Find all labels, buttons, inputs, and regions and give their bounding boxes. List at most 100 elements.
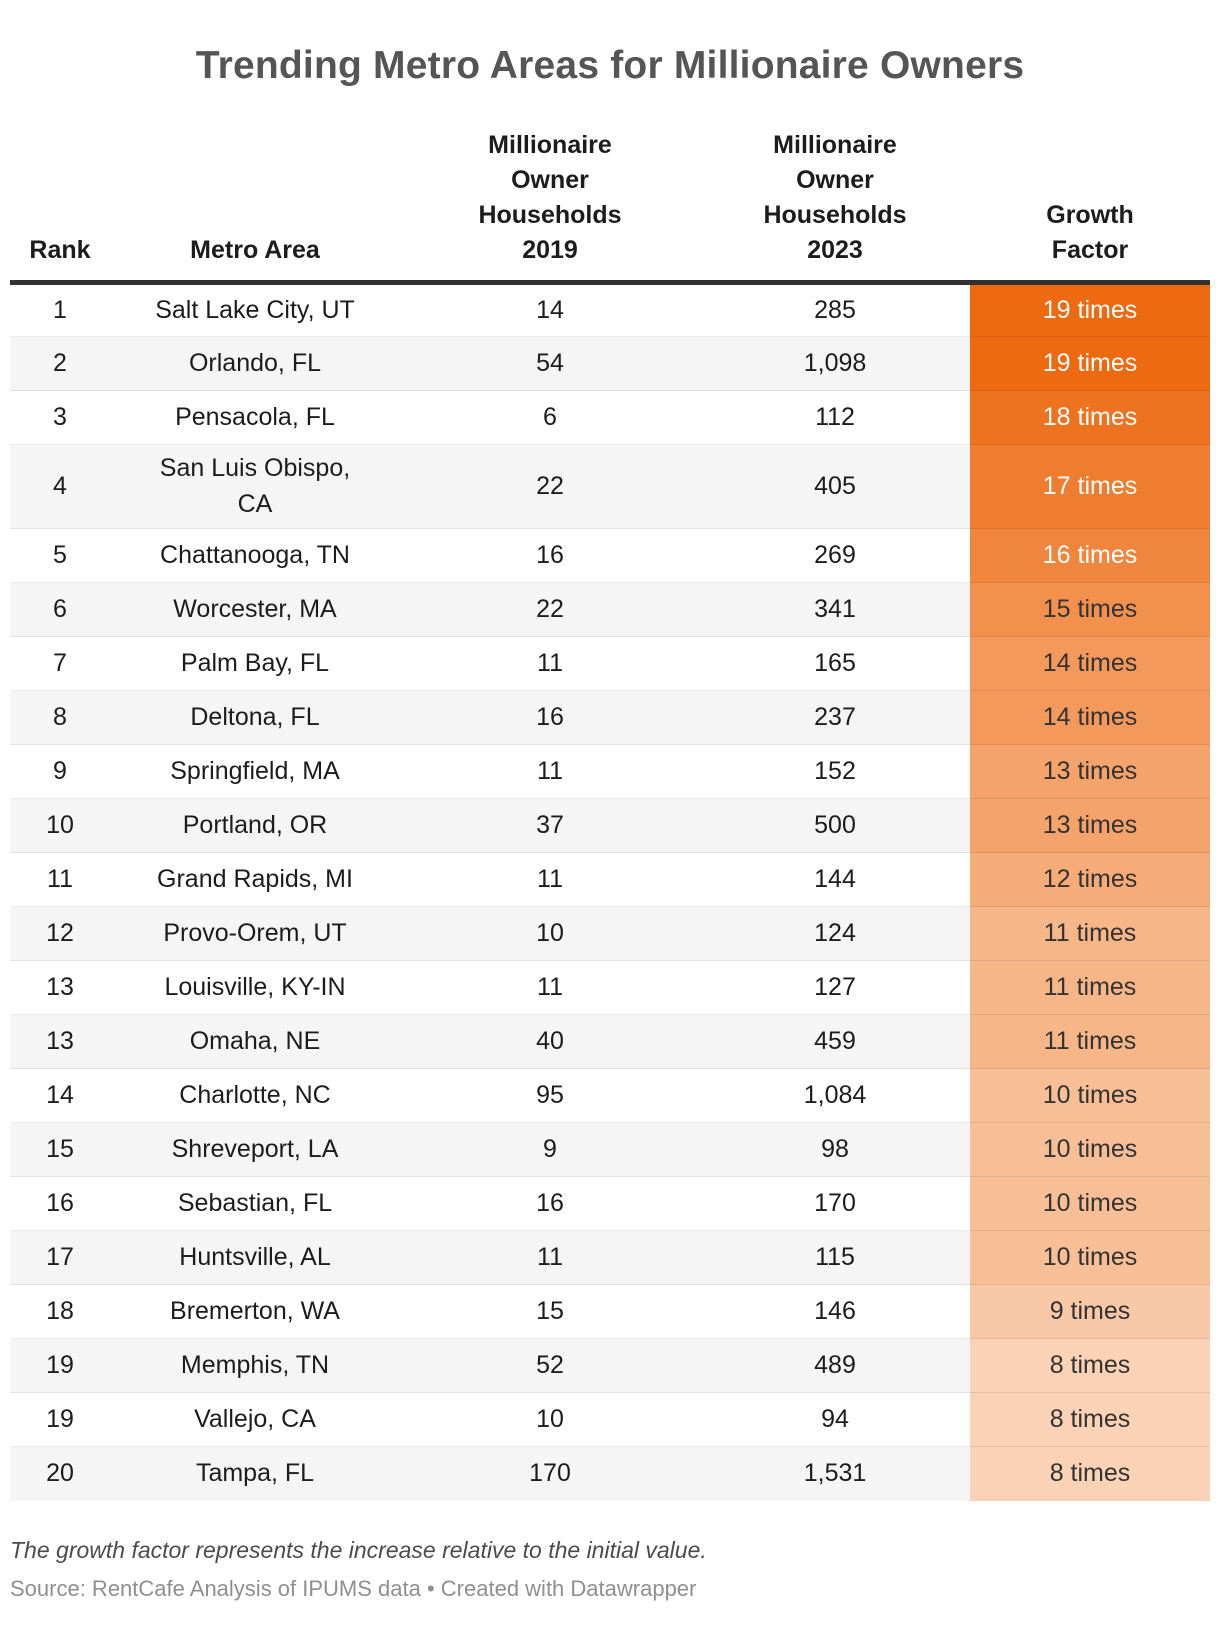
hh2019-cell: 10: [400, 1392, 700, 1447]
table-row: 13 Louisville, KY-IN 11 127 11 times: [10, 960, 1210, 1015]
metro-cell: Memphis, TN: [110, 1338, 400, 1393]
hh2019-cell: 95: [400, 1068, 700, 1123]
hh2023-cell: 144: [700, 852, 970, 907]
hh2023-cell: 1,098: [700, 336, 970, 391]
rank-cell: 3: [10, 390, 110, 445]
hh2023-cell: 98: [700, 1122, 970, 1177]
metro-cell: Charlotte, NC: [110, 1068, 400, 1123]
metro-cell: Grand Rapids, MI: [110, 852, 400, 907]
growth-cell: 19 times: [970, 282, 1210, 337]
metro-cell: Louisville, KY-IN: [110, 960, 400, 1015]
metro-cell: Springfield, MA: [110, 744, 400, 799]
hh2023-cell: 1,531: [700, 1446, 970, 1501]
metro-cell: Palm Bay, FL: [110, 636, 400, 691]
metro-cell: Vallejo, CA: [110, 1392, 400, 1447]
hh2019-cell: 6: [400, 390, 700, 445]
hh2023-cell: 152: [700, 744, 970, 799]
hh2019-cell: 22: [400, 582, 700, 637]
millionaire-metro-table: Rank Metro Area Millionaire Owner Househ…: [10, 128, 1210, 1501]
metro-cell: Chattanooga, TN: [110, 528, 400, 583]
hh2023-cell: 165: [700, 636, 970, 691]
hh2019-cell: 16: [400, 1176, 700, 1231]
hh2023-cell: 489: [700, 1338, 970, 1393]
hh2023-cell: 94: [700, 1392, 970, 1447]
rank-cell: 7: [10, 636, 110, 691]
hh2023-cell: 237: [700, 690, 970, 745]
hh2023-cell: 146: [700, 1284, 970, 1339]
table-row: 14 Charlotte, NC 95 1,084 10 times: [10, 1068, 1210, 1123]
hh2023-cell: 127: [700, 960, 970, 1015]
rank-cell: 12: [10, 906, 110, 961]
rank-cell: 14: [10, 1068, 110, 1123]
rank-cell: 13: [10, 1014, 110, 1069]
growth-cell: 19 times: [970, 336, 1210, 391]
metro-cell: Deltona, FL: [110, 690, 400, 745]
table-row: 17 Huntsville, AL 11 115 10 times: [10, 1230, 1210, 1285]
growth-cell: 10 times: [970, 1068, 1210, 1123]
footnote: The growth factor represents the increas…: [10, 1536, 707, 1563]
hh2023-cell: 285: [814, 295, 856, 324]
growth-cell: 12 times: [970, 852, 1210, 907]
metro-cell: Huntsville, AL: [110, 1230, 400, 1285]
metro-cell: Bremerton, WA: [110, 1284, 400, 1339]
table-row: 20 Tampa, FL 170 1,531 8 times: [10, 1446, 1210, 1501]
growth-cell: 14 times: [970, 636, 1210, 691]
hh2019-cell: 16: [400, 528, 700, 583]
col-header-growth-factor: Growth Factor: [970, 128, 1210, 285]
rank-cell: 13: [10, 960, 110, 1015]
table-row: 10 Portland, OR 37 500 13 times: [10, 798, 1210, 853]
table-row: 5 Chattanooga, TN 16 269 16 times: [10, 528, 1210, 583]
header-row: Rank Metro Area Millionaire Owner Househ…: [10, 128, 1210, 285]
rank-cell: 17: [10, 1230, 110, 1285]
page-title: Trending Metro Areas for Millionaire Own…: [195, 44, 1025, 87]
col-header-households-2023: Millionaire Owner Households 2023: [700, 128, 970, 285]
col-header-metro-area: Metro Area: [110, 128, 400, 285]
hh2023-cell: 112: [700, 390, 970, 445]
rank-cell: 18: [10, 1284, 110, 1339]
hh2023-cell: 1,084: [700, 1068, 970, 1123]
table-header: Rank Metro Area Millionaire Owner Househ…: [10, 128, 1210, 285]
rank-cell: 4: [10, 444, 110, 529]
hh2019-cell: 11: [400, 960, 700, 1015]
metro-cell: Omaha, NE: [110, 1014, 400, 1069]
growth-cell: 17 times: [970, 444, 1210, 529]
hh2019-cell: 11: [400, 852, 700, 907]
hh2019-cell: 11: [400, 636, 700, 691]
rank-cell: 8: [10, 690, 110, 745]
table-row: 4 San Luis Obispo, CA 22 405 17 times: [10, 444, 1210, 529]
hh2023-cell: 341: [700, 582, 970, 637]
table-row: 9 Springfield, MA 11 152 13 times: [10, 744, 1210, 799]
growth-cell: 8 times: [970, 1446, 1210, 1501]
hh2019-cell: 40: [400, 1014, 700, 1069]
table-row: 16 Sebastian, FL 16 170 10 times: [10, 1176, 1210, 1231]
metro-cell: Worcester, MA: [110, 582, 400, 637]
rank-cell: 16: [10, 1176, 110, 1231]
growth-cell: 13 times: [970, 798, 1210, 853]
hh2023-cell: 124: [700, 906, 970, 961]
growth-cell: 11 times: [970, 960, 1210, 1015]
metro-cell: Provo-Orem, UT: [110, 906, 400, 961]
growth-cell: 18 times: [970, 390, 1210, 445]
rank-cell: 9: [10, 744, 110, 799]
hh2019-cell: 15: [400, 1284, 700, 1339]
hh2023-cell: 269: [700, 528, 970, 583]
col-header-rank: Rank: [10, 128, 110, 285]
metro-cell: San Luis Obispo, CA: [110, 444, 400, 529]
hh2019-cell: 22: [400, 444, 700, 529]
hh2023-cell: 500: [700, 798, 970, 853]
table-row: 7 Palm Bay, FL 11 165 14 times: [10, 636, 1210, 691]
hh2019-cell: 16: [400, 690, 700, 745]
hh2019-cell: 9: [400, 1122, 700, 1177]
table-row: 11 Grand Rapids, MI 11 144 12 times: [10, 852, 1210, 907]
rank-cell: 20: [10, 1446, 110, 1501]
hh2023-cell: 459: [700, 1014, 970, 1069]
rank-cell: 5: [10, 528, 110, 583]
col-header-households-2019: Millionaire Owner Households 2019: [400, 128, 700, 285]
growth-cell: 15 times: [970, 582, 1210, 637]
hh2019-cell: 52: [400, 1338, 700, 1393]
hh2023-cell: 170: [700, 1176, 970, 1231]
hh2019-cell: 14: [536, 295, 564, 324]
growth-cell: 8 times: [970, 1392, 1210, 1447]
table-row: 6 Worcester, MA 22 341 15 times: [10, 582, 1210, 637]
rank-cell: 15: [10, 1122, 110, 1177]
